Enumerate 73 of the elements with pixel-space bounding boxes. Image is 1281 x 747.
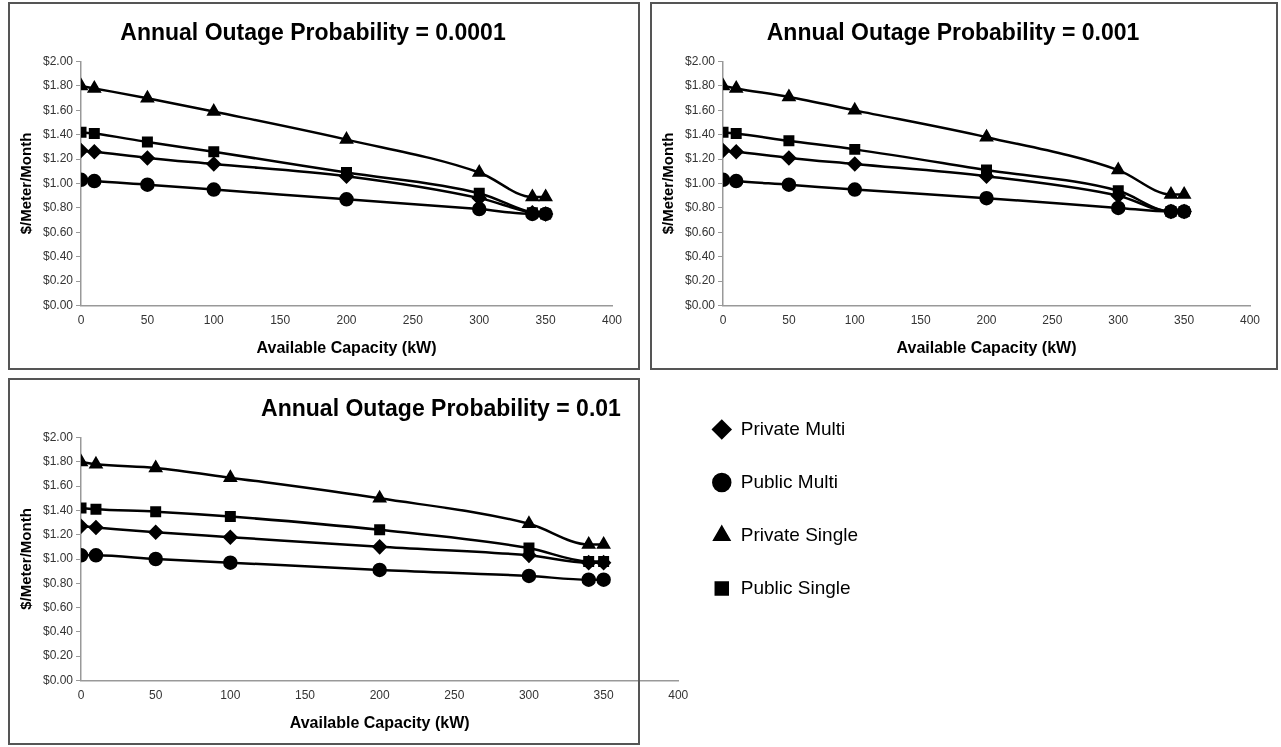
x-tick-label: 200 [336,312,357,327]
chart-title: Annual Outage Probability = 0.001 [766,19,1140,46]
y-tick-label: $0.60 [43,224,74,239]
y-tick-label: $1.80 [43,454,74,469]
x-tick-label: 150 [294,687,316,702]
y-tick-label: $0.80 [43,575,74,590]
y-tick-label: $1.80 [685,78,716,93]
y-tick-label: $0.40 [43,624,74,639]
y-tick-label: $0.40 [43,248,74,263]
x-tick-label: 350 [1174,312,1195,327]
y-tick-label: $1.60 [685,102,716,117]
y-tick-label: $1.40 [43,127,74,142]
y-tick-label: $0.20 [43,273,74,288]
x-axis-title: Available Capacity (kW) [256,338,437,356]
x-tick-label: 50 [149,687,163,702]
y-tick-label: $2.00 [43,429,74,444]
x-tick-label: 300 [518,687,540,702]
x-tick-label: 100 [220,687,241,702]
x-tick-label: 100 [203,312,225,327]
x-tick-label: 0 [719,312,727,327]
x-tick-label: 50 [782,312,796,327]
y-tick-label: $1.00 [43,175,74,190]
y-axis-title: $/Meter/Month [659,132,677,235]
legend-label: Public Multi [740,470,838,492]
x-tick-label: 400 [601,312,623,327]
x-tick-label: 350 [535,312,556,327]
x-tick-label: 50 [140,312,155,327]
y-tick-label: $1.20 [43,151,74,166]
y-tick-label: $1.60 [43,102,74,117]
y-tick-label: $0.00 [43,297,74,312]
y-tick-label: $1.20 [685,151,716,166]
y-tick-label: $0.40 [685,248,716,263]
y-tick-label: $1.40 [685,127,716,142]
legend-label: Private Multi [740,417,846,439]
y-tick-label: $0.00 [43,672,74,687]
legend-label: Public Single [740,576,851,598]
x-tick-label: 0 [77,687,85,702]
y-axis-title: $/Meter/Month [17,508,35,610]
y-tick-label: $0.20 [685,273,716,288]
y-tick-label: $1.00 [685,175,716,190]
y-tick-label: $1.60 [43,478,74,493]
x-tick-label: 400 [1239,312,1261,327]
x-tick-label: 400 [668,687,689,702]
y-tick-label: $0.60 [43,599,74,614]
x-tick-label: 300 [469,312,490,327]
x-tick-label: 150 [910,312,931,327]
x-axis-title: Available Capacity (kW) [289,713,470,731]
chart-title: Annual Outage Probability = 0.01 [261,395,622,422]
chart-title: Annual Outage Probability = 0.0001 [120,19,506,46]
y-tick-label: $0.80 [43,200,74,215]
y-tick-label: $2.00 [685,53,716,68]
y-tick-label: $0.00 [685,297,716,312]
y-tick-label: $1.20 [43,527,74,542]
x-tick-label: 150 [270,312,291,327]
x-tick-label: 0 [77,312,85,327]
x-tick-label: 350 [593,687,614,702]
y-tick-label: $1.40 [43,502,74,517]
x-tick-label: 250 [402,312,424,327]
x-tick-label: 300 [1108,312,1129,327]
legend-label: Private Single [740,523,859,545]
x-tick-label: 100 [844,312,866,327]
y-tick-label: $0.80 [685,200,716,215]
x-tick-label: 250 [444,687,465,702]
x-tick-label: 200 [976,312,997,327]
y-tick-label: $1.80 [43,78,74,93]
y-tick-label: $2.00 [43,53,74,68]
y-tick-label: $1.00 [43,551,74,566]
y-tick-label: $0.20 [43,648,74,663]
x-tick-label: 200 [369,687,390,702]
y-axis-title: $/Meter/Month [17,132,35,235]
y-tick-label: $0.60 [685,224,716,239]
x-axis-title: Available Capacity (kW) [896,338,1077,356]
x-tick-label: 250 [1042,312,1063,327]
